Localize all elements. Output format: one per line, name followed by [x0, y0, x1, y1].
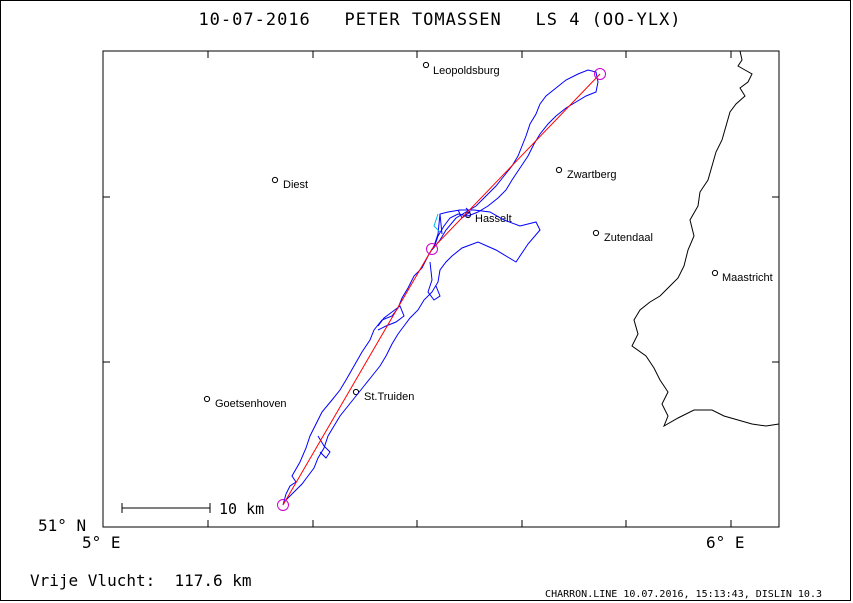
city-label: Zwartberg: [567, 169, 617, 181]
city-label: Diest: [283, 179, 308, 191]
city-markers: Leopoldsburg Diest Zwartberg Hasselt Zut…: [203, 61, 773, 410]
credit-text: CHARRON.LINE 10.07.2016, 15:13:43, DISLI…: [545, 589, 822, 600]
city-dot-icon: [271, 176, 279, 184]
city-dot-icon: [203, 395, 211, 403]
city-label: St.Truiden: [364, 391, 414, 403]
city-dot-icon: [592, 229, 600, 237]
map-title: 10-07-2016 PETER TOMASSEN LS 4 (OO-YLX): [198, 10, 681, 30]
city-leopoldsburg: Leopoldsburg: [422, 61, 500, 77]
flight-track: [282, 69, 599, 506]
scale-bar-label: 10 km: [219, 500, 264, 518]
task-line: [282, 73, 601, 506]
city-diest: Diest: [271, 176, 308, 191]
turnpoint-icon: [426, 243, 438, 255]
finish-turnpoint-icon: [594, 68, 606, 80]
city-dot-icon: [711, 269, 719, 277]
city-label: Hasselt: [475, 213, 512, 225]
city-zutendaal: Zutendaal: [592, 229, 653, 244]
lon-left-label: 5° E: [82, 533, 121, 552]
lat-label: 51° N: [38, 516, 86, 535]
lon-right-label: 6° E: [706, 533, 745, 552]
city-label: Maastricht: [722, 272, 773, 284]
axis-ticks: [103, 51, 779, 527]
city-goetsenhoven: Goetsenhoven: [203, 395, 287, 410]
city-label: Goetsenhoven: [215, 398, 287, 410]
city-sttruiden: St.Truiden: [352, 388, 414, 403]
start-turnpoint-icon: [277, 499, 289, 511]
track-segment-cyan: [433, 213, 441, 233]
city-dot-icon: [555, 166, 563, 174]
plot-area: [102, 50, 780, 528]
city-label: Leopoldsburg: [433, 65, 500, 77]
country-border: [631, 50, 780, 428]
city-label: Zutendaal: [604, 232, 653, 244]
distance-text: Vrije Vlucht: 117.6 km: [30, 571, 252, 590]
city-dot-icon: [422, 61, 430, 69]
scale-bar: [121, 503, 211, 513]
city-zwartberg: Zwartberg: [555, 166, 617, 181]
city-maastricht: Maastricht: [711, 269, 773, 284]
